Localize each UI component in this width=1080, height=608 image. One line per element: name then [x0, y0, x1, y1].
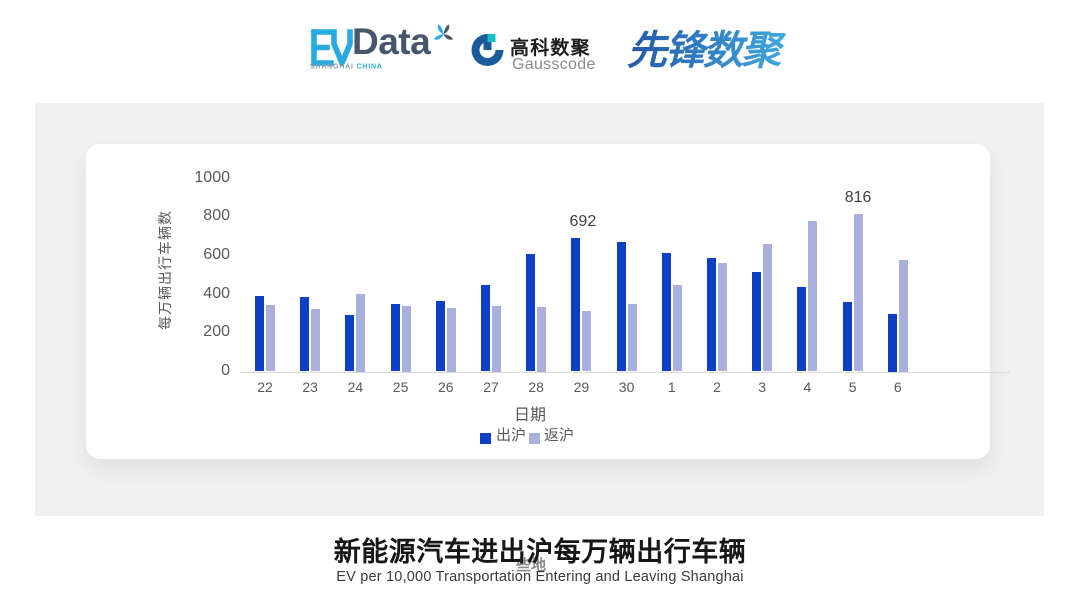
- svg-text:先锋数聚: 先锋数聚: [627, 29, 787, 73]
